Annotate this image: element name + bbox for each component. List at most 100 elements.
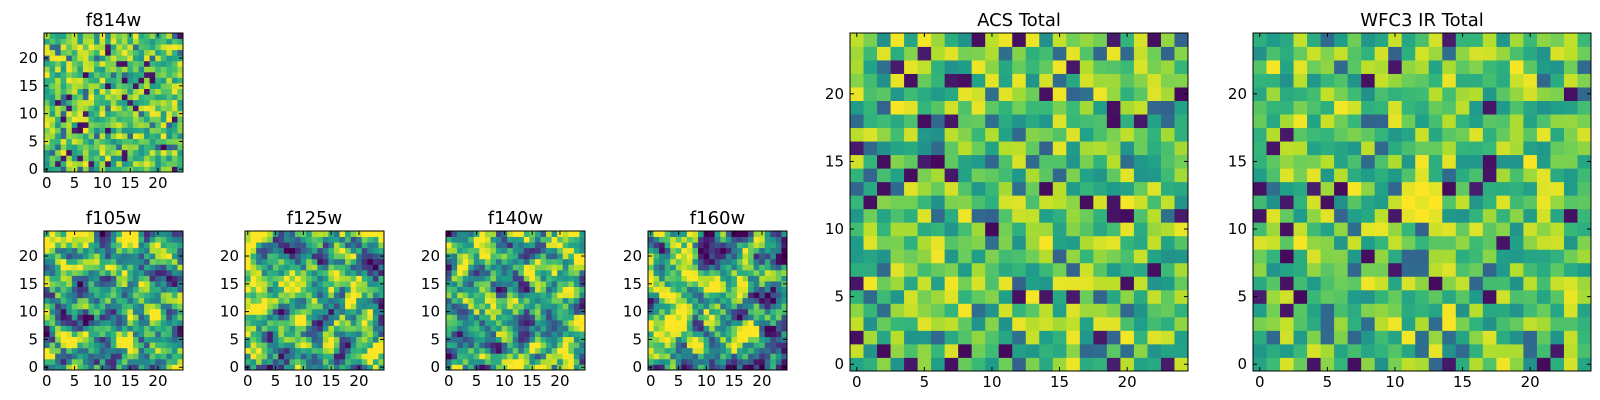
heatmap-cell xyxy=(144,94,151,101)
heatmap-cell xyxy=(985,127,1000,142)
heatmap-cell xyxy=(261,331,268,338)
heatmap-cell xyxy=(692,281,699,287)
heatmap-cell xyxy=(985,141,1000,156)
heatmap-cell xyxy=(670,331,677,338)
heatmap-cell xyxy=(49,49,56,56)
heatmap-cell xyxy=(1079,276,1094,291)
heatmap-cell xyxy=(720,319,727,326)
heatmap-cell xyxy=(1052,208,1067,223)
heatmap-cell xyxy=(568,247,575,254)
heatmap-cell xyxy=(1509,73,1524,88)
heatmap-cell xyxy=(306,281,313,287)
heatmap-cell xyxy=(1293,262,1308,277)
heatmap-cell xyxy=(731,281,738,287)
heatmap-cell xyxy=(731,275,738,282)
heatmap-cell xyxy=(714,242,721,249)
heatmap-cell xyxy=(451,303,458,310)
heatmap-cell xyxy=(446,303,452,310)
heatmap-cell xyxy=(775,242,782,249)
heatmap-cell xyxy=(132,247,139,254)
heatmap-cell xyxy=(736,342,743,349)
heatmap-cell xyxy=(457,353,464,360)
heatmap-cell xyxy=(1536,262,1551,277)
heatmap-cell xyxy=(1025,46,1040,61)
heatmap-cell xyxy=(1133,289,1148,304)
heatmap-cell xyxy=(507,264,514,271)
heatmap-cell xyxy=(378,314,385,321)
heatmap-cell xyxy=(512,281,519,287)
heatmap-cell xyxy=(670,231,677,237)
heatmap-cell xyxy=(160,49,167,56)
heatmap-cell xyxy=(110,149,117,156)
heatmap-cell xyxy=(99,116,106,123)
heatmap-cell xyxy=(177,286,184,293)
heatmap-cell xyxy=(49,116,56,123)
heatmap-cell xyxy=(1428,276,1443,291)
heatmap-cell xyxy=(1388,33,1403,47)
heatmap-cell xyxy=(698,325,704,332)
heatmap-cell xyxy=(144,297,151,304)
heatmap-cell xyxy=(1523,222,1538,237)
heatmap-cell xyxy=(245,303,251,310)
heatmap-cell xyxy=(44,331,50,338)
heatmap-cell xyxy=(295,242,301,249)
heatmap-cell xyxy=(890,235,905,250)
heatmap-cell xyxy=(664,319,671,326)
heatmap-cell xyxy=(1320,33,1335,47)
heatmap-cell xyxy=(328,247,335,254)
heatmap-cell xyxy=(306,286,313,293)
heatmap-cell xyxy=(1120,33,1135,47)
heatmap-cell xyxy=(261,242,268,249)
heatmap-cell xyxy=(144,66,151,73)
heatmap-cell xyxy=(1536,195,1551,210)
heatmap-cell xyxy=(573,331,580,338)
heatmap-cell xyxy=(890,181,905,196)
heatmap-cell xyxy=(250,353,257,360)
heatmap-cell xyxy=(540,358,547,365)
heatmap-cell xyxy=(534,258,541,265)
heatmap-cell xyxy=(1120,208,1135,223)
heatmap-cell xyxy=(675,325,682,332)
heatmap-cell xyxy=(171,155,178,162)
heatmap-cell xyxy=(77,83,84,89)
heatmap-cell xyxy=(468,269,475,276)
heatmap-cell xyxy=(479,358,486,365)
heatmap-cell xyxy=(501,342,508,349)
heatmap-cell xyxy=(725,247,732,254)
heatmap-cell xyxy=(166,116,173,123)
heatmap-cell xyxy=(345,319,352,326)
heatmap-cell xyxy=(49,331,56,338)
heatmap-cell xyxy=(1039,33,1054,47)
heatmap-cell xyxy=(177,49,184,56)
heatmap-cell xyxy=(250,242,257,249)
heatmap-cell xyxy=(1025,154,1040,169)
heatmap-cell xyxy=(127,292,134,299)
heatmap-cell xyxy=(451,347,458,354)
heatmap-cell xyxy=(890,127,905,142)
heatmap-cell xyxy=(1066,276,1081,291)
heatmap-cell xyxy=(890,222,905,237)
heatmap-cell xyxy=(562,347,569,354)
heatmap-cell xyxy=(166,105,173,112)
heatmap-cell xyxy=(759,292,766,299)
heatmap-cell xyxy=(127,71,134,78)
heatmap-cell xyxy=(775,331,782,338)
heatmap-cell xyxy=(998,73,1013,88)
heatmap-cell xyxy=(714,314,721,321)
heatmap-cell xyxy=(1334,195,1349,210)
heatmap-cell xyxy=(1536,330,1551,345)
heatmap-cell xyxy=(99,342,106,349)
heatmap-cell xyxy=(1307,235,1321,250)
heatmap-cell xyxy=(742,358,749,365)
heatmap-cell xyxy=(1415,46,1430,61)
heatmap-cell xyxy=(132,342,139,349)
heatmap-cell xyxy=(300,264,307,271)
heatmap-cell xyxy=(759,297,766,304)
heatmap-cell xyxy=(1266,127,1281,142)
heatmap-cell xyxy=(551,253,558,260)
heatmap-cell xyxy=(568,331,575,338)
heatmap-cell xyxy=(322,247,329,254)
heatmap-cell xyxy=(703,308,710,315)
heatmap-cell xyxy=(1469,46,1484,61)
heatmap-cell xyxy=(579,347,586,354)
